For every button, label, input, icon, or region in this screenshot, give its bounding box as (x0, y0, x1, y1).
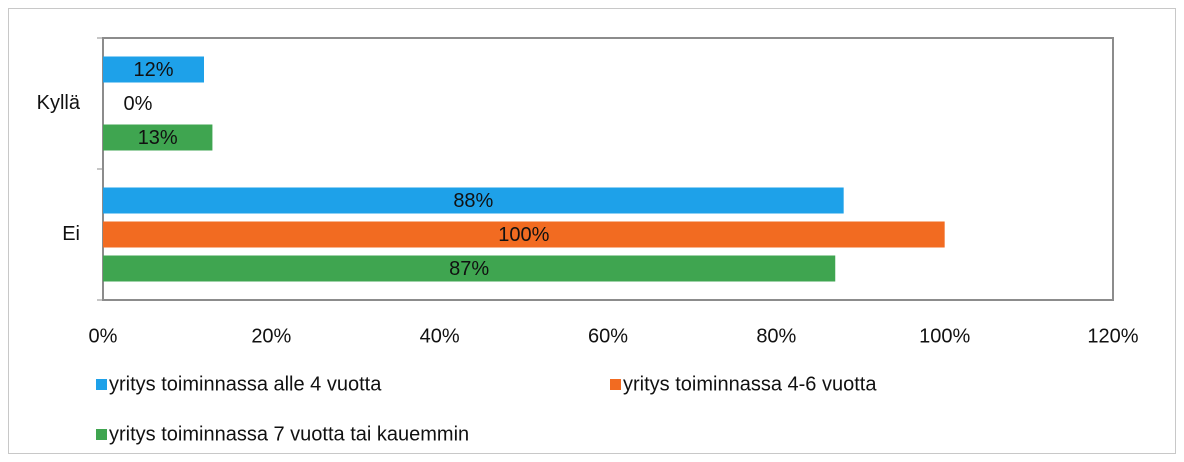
bar (103, 124, 213, 151)
x-tick-label: 60% (588, 325, 628, 347)
legend-label: yritys toiminnassa 7 vuotta tai kauemmin (109, 423, 469, 445)
x-tick-label: 80% (756, 325, 796, 347)
value-label: 0% (124, 93, 153, 115)
legend-swatch (96, 429, 107, 440)
x-tick-label: 20% (251, 325, 291, 347)
x-tick-label: 120% (1087, 325, 1138, 347)
value-label: 87% (449, 258, 489, 280)
legend-swatch (96, 379, 107, 390)
bar (103, 221, 945, 248)
bar (103, 187, 844, 214)
bar (103, 56, 204, 83)
x-tick-label: 0% (89, 325, 118, 347)
bar (103, 255, 836, 282)
value-label: 100% (498, 224, 549, 246)
x-tick-label: 40% (420, 325, 460, 347)
y-tick-label: Ei (62, 223, 80, 245)
x-tick-label: 100% (919, 325, 970, 347)
value-label: 13% (138, 127, 178, 149)
legend-swatch (610, 379, 621, 390)
legend-label: yritys toiminnassa alle 4 vuotta (109, 373, 382, 395)
legend-label: yritys toiminnassa 4-6 vuotta (623, 373, 877, 395)
y-tick-label: Kyllä (37, 92, 81, 114)
value-label: 88% (453, 190, 493, 212)
value-label: 12% (133, 59, 173, 81)
